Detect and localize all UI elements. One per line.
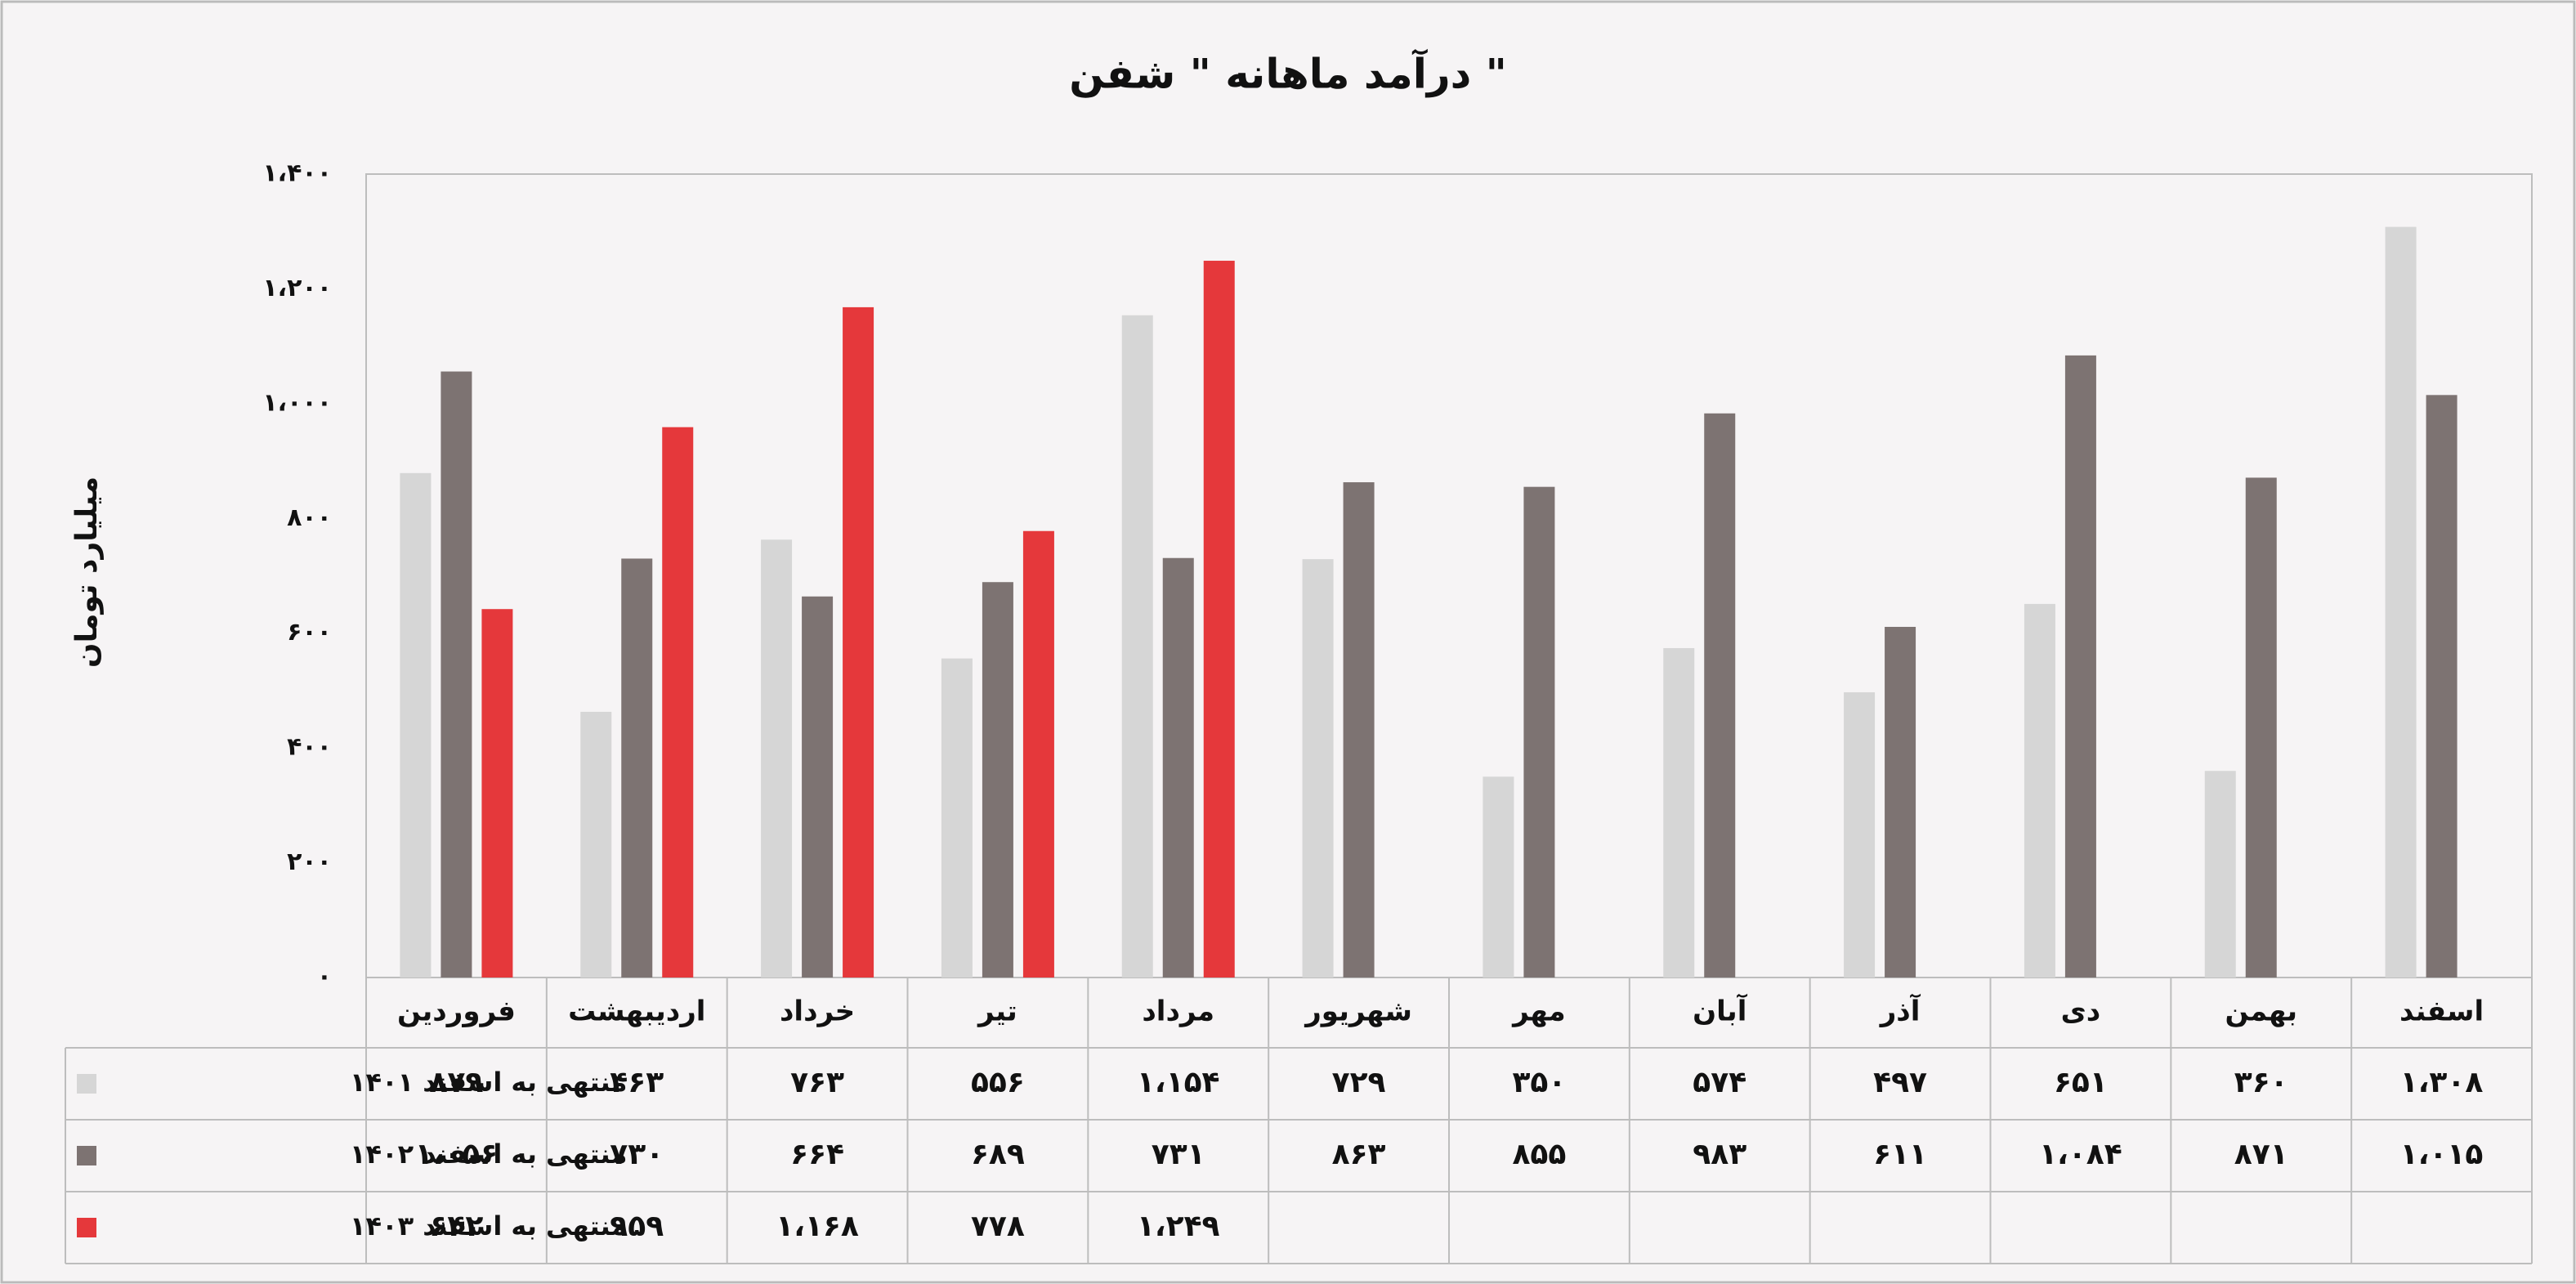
- bar: [1203, 261, 1235, 978]
- legend-label: منتهی به اسفند ۱۴۰۱: [350, 1067, 627, 1098]
- bar: [400, 472, 432, 978]
- bar: [941, 658, 973, 978]
- data-label: ۷۳۰: [610, 1138, 664, 1171]
- data-label: ۴۹۷: [1873, 1066, 1927, 1099]
- y-tick-label: ۶۰۰: [287, 618, 332, 646]
- data-label: ۶۵۱: [2054, 1066, 2108, 1099]
- data-label: ۳۵۰: [1512, 1066, 1566, 1099]
- data-label: ۶۸۹: [971, 1138, 1025, 1171]
- bar: [982, 582, 1013, 978]
- x-tick-label: شهریور: [1304, 995, 1412, 1028]
- data-label: ۴۶۳: [610, 1066, 664, 1099]
- data-label: ۸۶۳: [1332, 1138, 1386, 1171]
- bar: [2024, 603, 2055, 978]
- bar: [1302, 559, 1334, 978]
- y-tick-label: ۲۰۰: [287, 848, 332, 876]
- bar: [1885, 626, 1916, 978]
- data-label: ۳۶۰: [2234, 1066, 2288, 1099]
- bar: [2385, 226, 2417, 978]
- x-tick-label: خرداد: [780, 995, 855, 1028]
- y-tick-label: ۰: [317, 963, 332, 991]
- bar: [2426, 395, 2457, 978]
- legend-label: منتهی به اسفند ۱۴۰۳: [350, 1210, 627, 1241]
- bar: [843, 306, 874, 978]
- x-tick-label: تیر: [977, 995, 1017, 1028]
- data-label: ۱،۲۴۹: [1137, 1210, 1220, 1243]
- x-tick-label: دی: [2061, 995, 2101, 1028]
- bar: [662, 427, 694, 978]
- x-tick-label: اسفند: [2399, 995, 2484, 1028]
- data-label: ۱،۰۱۵: [2400, 1138, 2484, 1171]
- data-label: ۹۵۹: [610, 1210, 664, 1243]
- bar: [621, 558, 653, 978]
- x-tick-label: بهمن: [2225, 995, 2297, 1028]
- data-label: ۵۵۶: [971, 1066, 1025, 1099]
- bar: [1704, 413, 1736, 978]
- data-label: ۱،۰۸۴: [2039, 1138, 2122, 1171]
- data-label: ۱،۱۶۸: [776, 1210, 859, 1243]
- bar: [2245, 477, 2277, 978]
- bar: [1162, 557, 1194, 978]
- bar: [1121, 315, 1153, 978]
- data-label: ۹۸۳: [1693, 1138, 1746, 1171]
- data-label: ۷۳۱: [1152, 1138, 1205, 1171]
- bar: [761, 539, 793, 978]
- data-label: ۷۶۳: [790, 1066, 844, 1099]
- data-label: ۸۷۱: [2234, 1138, 2288, 1171]
- x-tick-label: اردیبهشت: [568, 995, 705, 1028]
- data-label: ۸۵۵: [1512, 1138, 1566, 1171]
- bar: [580, 711, 612, 978]
- x-tick-label: آبان: [1693, 994, 1748, 1028]
- legend-swatch: [77, 1074, 96, 1094]
- x-tick-label: مهر: [1511, 995, 1566, 1028]
- x-tick-label: آذر: [1879, 994, 1921, 1028]
- bar: [1523, 486, 1555, 978]
- bar: [2204, 771, 2236, 978]
- data-label: ۶۶۴: [790, 1138, 844, 1171]
- bar: [1343, 482, 1375, 978]
- legend-swatch: [77, 1146, 96, 1165]
- data-label: ۶۱۱: [1873, 1138, 1927, 1171]
- data-label: ۸۷۹: [429, 1066, 483, 1099]
- y-tick-label: ۴۰۰: [287, 733, 332, 762]
- x-tick-label: فروردین: [397, 995, 516, 1028]
- data-label: ۱،۳۰۸: [2400, 1066, 2484, 1099]
- data-label: ۱،۰۵۶: [415, 1138, 499, 1171]
- bar: [1844, 692, 1876, 978]
- bar: [1663, 647, 1695, 978]
- data-label: ۱،۱۵۴: [1137, 1066, 1220, 1099]
- legend-swatch: [77, 1218, 96, 1237]
- y-tick-label: ۱،۰۰۰: [262, 388, 332, 417]
- bar: [802, 596, 834, 978]
- bar: [1483, 776, 1514, 978]
- y-axis-label: میلیارد تومان: [70, 476, 104, 668]
- y-tick-label: ۱،۲۰۰: [262, 274, 332, 302]
- chart-title: درآمد ماهانه " شفن ": [1069, 49, 1507, 99]
- data-label: ۷۷۸: [971, 1210, 1025, 1243]
- bar: [2064, 355, 2096, 978]
- data-label: ۷۲۹: [1332, 1066, 1386, 1099]
- data-label: ۶۴۲: [429, 1210, 483, 1243]
- bar: [481, 609, 513, 978]
- x-tick-label: مرداد: [1142, 995, 1214, 1028]
- legend-label: منتهی به اسفند ۱۴۰۲: [350, 1139, 627, 1170]
- data-label: ۵۷۴: [1693, 1066, 1746, 1099]
- y-tick-label: ۱،۴۰۰: [262, 159, 332, 188]
- bar: [1022, 530, 1054, 978]
- y-tick-label: ۸۰۰: [287, 503, 332, 532]
- bar: [441, 371, 472, 978]
